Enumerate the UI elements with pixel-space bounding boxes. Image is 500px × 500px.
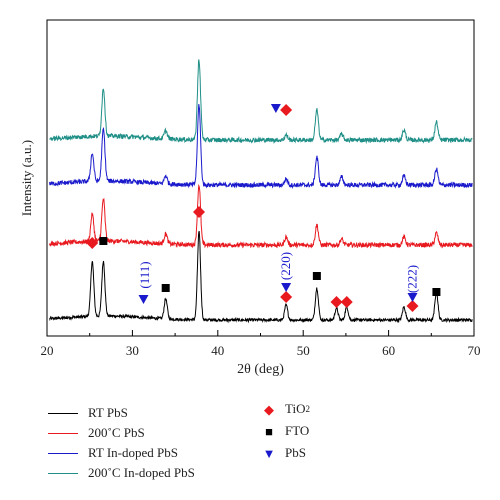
legend-line-red [48,432,78,434]
square-marker-icon: ■ [265,423,273,439]
legend-item-tio2: ◆ TiO 2 [262,401,310,417]
tio2-diamond-marker [280,291,293,303]
tio2-diamond-marker [280,104,293,116]
series-line-0 [49,230,473,324]
x-tick-label: 70 [468,343,481,358]
x-tick-label: 40 [211,343,224,358]
legend-item-fto: ■ FTO [262,423,309,439]
series-line-3 [49,59,473,145]
x-tick-label: 30 [126,343,139,358]
legend-label: 200˚C In-doped PbS [88,465,195,480]
x-axis-label: 2θ (deg) [237,362,284,377]
tio2-diamond-marker [340,296,353,308]
tio2-diamond-marker [193,206,206,218]
diamond-marker-icon: ◆ [264,401,274,417]
x-tick-label: 20 [41,343,54,358]
series-line-2 [49,104,473,190]
miller-index-annotation: (220) [278,252,293,280]
legend-label: RT PbS [88,405,128,420]
x-tick-label: 60 [382,343,395,358]
legend-line-black [48,412,78,414]
pbs-triangle-marker [138,295,149,304]
pbs-triangle-marker [270,104,281,113]
legend-label: 200˚C PbS [88,425,145,440]
legend-item-200c-pbs: 200˚C PbS [48,425,145,441]
series-line-1 [49,183,473,249]
y-axis-label: Intensity (a.u.) [19,140,34,216]
triangle-down-marker-icon: ▼ [262,445,276,461]
fto-square-marker [161,284,170,292]
pbs-triangle-marker [407,293,418,302]
fto-square-marker [432,288,441,296]
legend-label: TiO [285,401,306,416]
miller-index-annotation: (111) [137,261,152,288]
miller-index-annotation: (222) [405,265,420,293]
tio2-diamond-marker [86,237,99,249]
x-tick-label: 50 [297,343,310,358]
legend-line-blue [48,452,78,454]
legend-item-pbs: ▼ PbS [262,445,306,461]
pbs-triangle-marker [281,283,292,292]
tio2-diamond-marker [330,296,343,308]
tio2-diamond-marker [406,300,419,312]
legend-item-rt-pbs: RT PbS [48,405,128,421]
legend-line-teal [48,472,78,474]
legend-item-rt-in-doped-pbs: RT In-doped PbS [48,445,178,461]
legend-label-subscript: 2 [305,404,310,414]
legend-label: RT In-doped PbS [88,445,178,460]
fto-square-marker [99,237,108,245]
legend-label: FTO [285,423,310,438]
legend-label: PbS [285,445,306,460]
legend-item-200c-in-doped-pbs: 200˚C In-doped PbS [48,465,195,481]
fto-square-marker [312,272,321,280]
